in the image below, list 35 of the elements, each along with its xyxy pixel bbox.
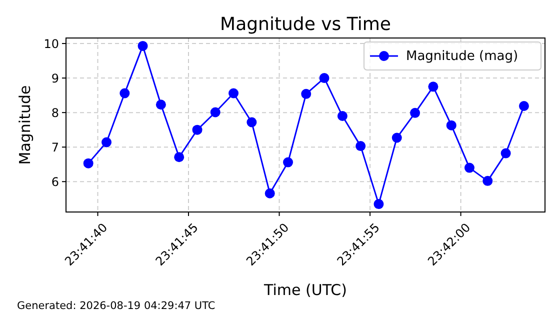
y-tick-label: 9 <box>51 72 59 86</box>
point <box>156 100 166 110</box>
point <box>210 107 220 118</box>
point <box>192 124 202 135</box>
point <box>356 141 366 152</box>
y-tick-label: 7 <box>51 140 59 155</box>
y-tick-label: 6 <box>51 175 59 190</box>
point <box>102 137 112 148</box>
point <box>120 88 130 98</box>
point <box>264 188 275 198</box>
point <box>374 199 384 210</box>
y-axis-title: Magnitude <box>16 85 34 165</box>
point <box>83 158 94 168</box>
chart-title: Magnitude vs Time <box>220 14 391 35</box>
point <box>301 88 312 99</box>
point <box>228 88 239 98</box>
point <box>482 176 493 186</box>
y-tick-label: 10 <box>44 37 59 52</box>
point <box>246 117 257 128</box>
x-axis-title: Time (UTC) <box>263 281 347 299</box>
text: Generated: 2026-08-19 04:29:47 UTC <box>17 300 216 312</box>
y-tick-label: 8 <box>51 106 59 120</box>
point <box>500 148 511 158</box>
point <box>392 132 402 143</box>
point <box>174 152 184 162</box>
legend-label: Magnitude (mag) <box>406 49 518 64</box>
point <box>410 108 420 118</box>
point <box>138 40 148 51</box>
point <box>446 120 456 130</box>
point <box>464 162 474 173</box>
point <box>319 73 330 84</box>
point <box>337 111 348 122</box>
point <box>518 101 529 112</box>
point <box>283 157 294 168</box>
point <box>428 82 438 92</box>
